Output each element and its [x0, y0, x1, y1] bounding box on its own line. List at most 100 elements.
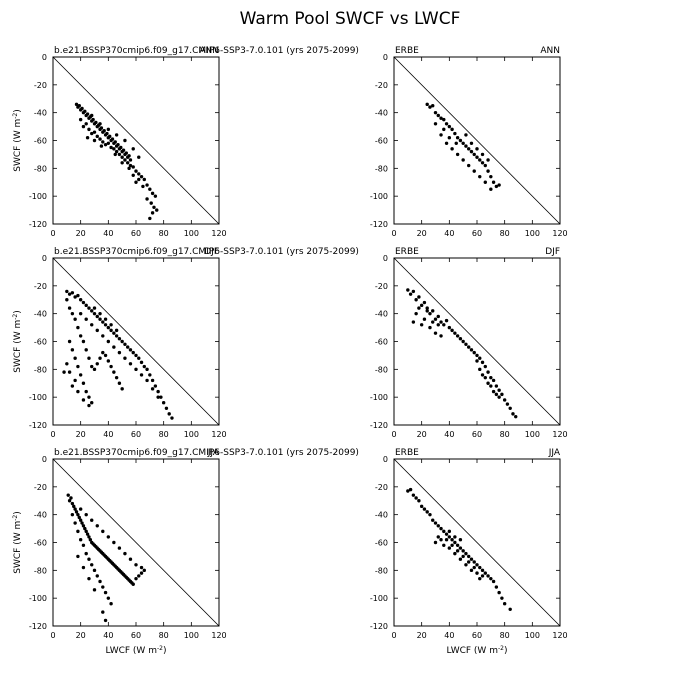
- data-point: [90, 518, 94, 522]
- data-point: [419, 303, 424, 308]
- data-point: [131, 173, 135, 177]
- x-tick-label: 80: [500, 430, 510, 439]
- data-point: [414, 298, 418, 302]
- data-point: [414, 311, 418, 316]
- x-tick-label: 60: [131, 631, 141, 640]
- data-point: [455, 549, 460, 553]
- panel-left-label: ERBE: [395, 247, 419, 257]
- data-point: [103, 590, 108, 595]
- data-point: [167, 412, 171, 416]
- data-point: [450, 538, 454, 542]
- data-point: [458, 557, 463, 561]
- y-tick-label: -120: [29, 421, 47, 430]
- y-tick-label: -100: [29, 594, 47, 603]
- data-point: [422, 317, 427, 321]
- data-point: [411, 493, 416, 497]
- data-point: [170, 416, 174, 420]
- data-point: [81, 124, 86, 129]
- data-point: [486, 574, 490, 578]
- data-point: [98, 356, 102, 360]
- data-point: [87, 356, 91, 360]
- data-point: [425, 306, 429, 310]
- data-point: [81, 524, 86, 528]
- data-point: [439, 133, 443, 137]
- data-point: [87, 557, 91, 561]
- data-point: [439, 538, 443, 542]
- data-point: [84, 389, 88, 394]
- data-point: [444, 538, 449, 542]
- data-point: [65, 289, 69, 294]
- data-point: [156, 395, 160, 399]
- data-point: [139, 373, 144, 377]
- data-point: [109, 602, 113, 606]
- data-point: [73, 295, 77, 299]
- data-point: [128, 348, 133, 352]
- data-point: [406, 288, 410, 292]
- data-point: [70, 348, 75, 352]
- x-tick-label: 20: [76, 229, 86, 238]
- x-tick-label: 120: [211, 631, 226, 640]
- data-point: [483, 163, 487, 168]
- data-point: [486, 370, 490, 374]
- data-point: [87, 306, 91, 310]
- data-point: [62, 370, 66, 374]
- x-tick-label: 0: [50, 229, 55, 238]
- x-tick-label: 60: [472, 229, 482, 238]
- data-point: [139, 565, 144, 570]
- data-point: [106, 535, 111, 539]
- data-point: [467, 147, 471, 151]
- data-point: [494, 384, 499, 388]
- x-tick-label: 60: [472, 631, 482, 640]
- data-point: [453, 551, 457, 556]
- y-tick-label: -60: [375, 539, 388, 548]
- data-point: [128, 557, 133, 561]
- data-point: [428, 105, 432, 109]
- y-tick-label: -120: [370, 622, 388, 631]
- data-point: [417, 295, 421, 299]
- data-point: [469, 557, 474, 561]
- data-point: [124, 151, 129, 155]
- data-point: [142, 177, 146, 182]
- data-point: [502, 398, 507, 402]
- data-point: [141, 184, 145, 189]
- data-point: [134, 353, 138, 358]
- data-point: [436, 323, 440, 327]
- data-point: [472, 350, 476, 355]
- data-point: [433, 331, 438, 335]
- data-point: [90, 364, 94, 369]
- y-tick-label: -100: [29, 393, 47, 402]
- data-point: [153, 194, 158, 198]
- x-tick-label: 20: [417, 430, 427, 439]
- data-point: [439, 526, 443, 531]
- y-tick-label: -100: [370, 594, 388, 603]
- data-point: [464, 563, 468, 567]
- data-point: [478, 174, 482, 179]
- data-point: [431, 104, 435, 108]
- y-tick-label: -80: [375, 566, 388, 575]
- data-point: [454, 141, 458, 145]
- data-point: [87, 403, 91, 408]
- data-point: [128, 362, 133, 366]
- data-point: [137, 356, 141, 360]
- y-tick-label: -60: [375, 338, 388, 347]
- data-point: [508, 607, 512, 611]
- data-point: [110, 137, 115, 141]
- data-point: [123, 356, 127, 360]
- data-point: [98, 579, 102, 584]
- data-point: [101, 140, 105, 144]
- data-point: [81, 543, 86, 547]
- data-point: [447, 546, 452, 550]
- data-point: [436, 113, 440, 118]
- data-point: [101, 529, 105, 534]
- data-point: [112, 540, 116, 545]
- data-point: [478, 356, 482, 360]
- data-point: [84, 348, 88, 352]
- data-point: [494, 585, 499, 589]
- data-point: [431, 309, 435, 313]
- data-point: [422, 300, 427, 305]
- data-point: [155, 208, 159, 212]
- data-point: [117, 350, 122, 355]
- reference-line: [393, 257, 561, 426]
- data-point: [87, 395, 91, 399]
